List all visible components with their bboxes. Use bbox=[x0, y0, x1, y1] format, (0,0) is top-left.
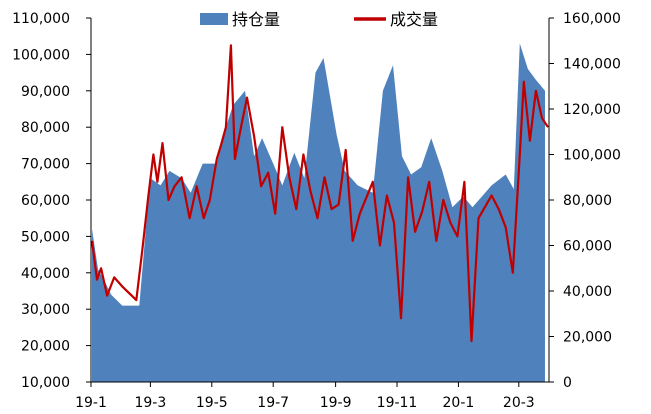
y-left-tick-label: 20,000 bbox=[21, 339, 70, 355]
y-right-tick-label: 40,000 bbox=[563, 284, 612, 300]
y-right-tick-label: 140,000 bbox=[563, 57, 621, 73]
y-right-tick-label: 60,000 bbox=[563, 239, 612, 255]
y-right-tick-label: 0 bbox=[563, 375, 572, 391]
legend-label-open-interest: 持仓量 bbox=[232, 10, 280, 29]
y-right-tick-label: 20,000 bbox=[563, 330, 612, 346]
x-tick-label: 19-11 bbox=[377, 395, 418, 411]
x-tick-label: 19-3 bbox=[134, 395, 166, 411]
legend: 持仓量 成交量 bbox=[200, 10, 438, 29]
y-right-tick-label: 160,000 bbox=[563, 11, 621, 27]
y-left-tick-label: 80,000 bbox=[21, 120, 70, 136]
axes: 10,000 20,000 30,000 40,000 50,000 60,000 70,0… bbox=[12, 11, 621, 411]
line-series-volume bbox=[90, 44, 549, 343]
y-left-tick-label: 110,000 bbox=[12, 11, 70, 27]
y-left-tick-label: 30,000 bbox=[21, 302, 70, 318]
x-tick-label: 20-1 bbox=[443, 395, 475, 411]
y-left-tick-label: 60,000 bbox=[21, 193, 70, 209]
x-tick-label: 20-3 bbox=[503, 395, 535, 411]
y-left-tick-label: 10,000 bbox=[21, 375, 70, 391]
x-tick-label: 19-9 bbox=[320, 395, 352, 411]
x-tick-label: 19-1 bbox=[75, 395, 107, 411]
y-left-tick-label: 70,000 bbox=[21, 157, 70, 173]
y-left-tick-label: 40,000 bbox=[21, 266, 70, 282]
y-left-tick-label: 100,000 bbox=[12, 47, 70, 63]
x-tick-label: 19-5 bbox=[196, 395, 228, 411]
y-right-tick-label: 100,000 bbox=[563, 148, 621, 164]
y-right-tick-label: 80,000 bbox=[563, 193, 612, 209]
legend-label-volume: 成交量 bbox=[390, 10, 438, 29]
y-left-tick-label: 90,000 bbox=[21, 84, 70, 100]
x-tick-label: 19-7 bbox=[257, 395, 289, 411]
y-left-tick-label: 50,000 bbox=[21, 229, 70, 245]
legend-swatch-open-interest bbox=[200, 13, 228, 25]
y-right-tick-label: 120,000 bbox=[563, 102, 621, 118]
plot-area bbox=[90, 43, 549, 382]
